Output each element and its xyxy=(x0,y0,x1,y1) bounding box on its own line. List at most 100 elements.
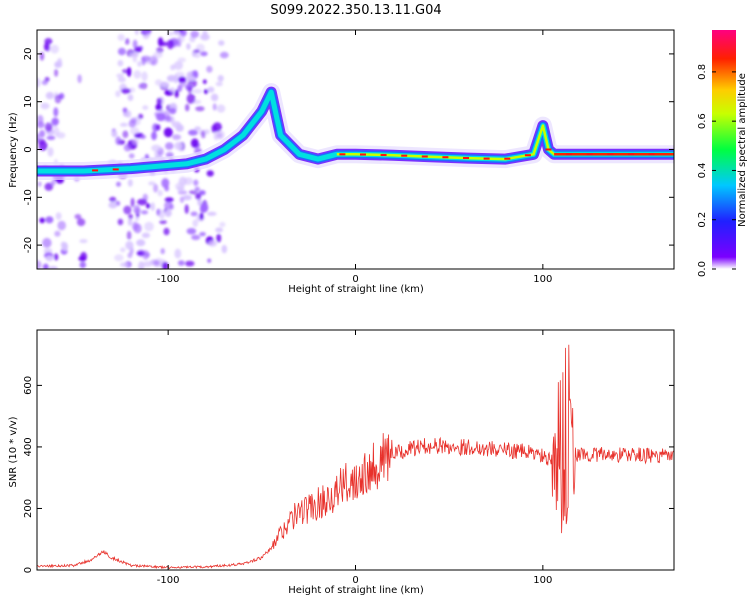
noise-dot xyxy=(139,134,146,139)
snr-series-line xyxy=(37,344,674,570)
colorbar-tick-label: 0.4 xyxy=(697,162,708,178)
noise-dot xyxy=(47,147,54,157)
noise-dot xyxy=(51,117,59,126)
noise-dot xyxy=(111,130,118,138)
snr-xlabel: Height of straight line (km) xyxy=(288,585,424,596)
colorbar-tick-label: 0.0 xyxy=(697,261,708,277)
noise-dot xyxy=(153,183,159,193)
noise-dot xyxy=(192,219,199,228)
noise-dot xyxy=(219,221,226,228)
noise-dot xyxy=(142,105,149,110)
noise-dot xyxy=(174,89,179,98)
noise-dot xyxy=(192,88,203,94)
snr-panel: -100 0 100 0 200 400 600 Height of straight li… xyxy=(8,329,675,596)
noise-dot xyxy=(125,38,130,45)
noise-dot xyxy=(45,91,54,100)
noise-dot xyxy=(187,76,196,81)
noise-dot xyxy=(136,239,146,247)
noise-dot xyxy=(194,126,201,131)
y-tick-label: 400 xyxy=(23,437,34,456)
noise-dot xyxy=(186,93,196,104)
noise-dot xyxy=(200,202,209,213)
noise-dot xyxy=(183,177,193,186)
noise-dot xyxy=(173,61,183,70)
noise-dot xyxy=(163,227,170,236)
noise-dot xyxy=(37,181,42,187)
noise-dot xyxy=(177,190,188,195)
noise-dot xyxy=(132,221,139,231)
noise-dot xyxy=(134,30,139,35)
noise-dot xyxy=(164,201,173,211)
noise-dot xyxy=(161,178,170,188)
colorbar-tick-label: 0.6 xyxy=(697,113,708,129)
noise-dot xyxy=(215,130,225,140)
noise-dot xyxy=(142,261,153,267)
noise-dot xyxy=(141,71,148,82)
noise-dot xyxy=(108,202,118,209)
noise-dot xyxy=(140,210,149,215)
noise-dot xyxy=(54,230,61,237)
noise-dot xyxy=(43,248,53,254)
y-tick-label: 0 xyxy=(23,146,34,152)
noise-dot xyxy=(184,260,195,267)
noise-dot xyxy=(207,258,212,263)
noise-dot xyxy=(122,130,129,139)
noise-dot xyxy=(207,86,215,93)
spectrogram-xlabel: Height of straight line (km) xyxy=(288,284,424,295)
noise-dot xyxy=(137,198,148,206)
colorbar: 0.0 0.2 0.4 0.6 0.8 Normalized spectral ampl… xyxy=(697,30,748,277)
noise-dot xyxy=(45,216,54,224)
noise-dot xyxy=(165,142,174,150)
noise-dot xyxy=(178,141,183,152)
noise-dot xyxy=(76,218,86,227)
noise-dot xyxy=(200,33,210,41)
noise-dot xyxy=(138,83,144,89)
noise-dot xyxy=(41,80,48,86)
x-tick-label: 100 xyxy=(533,274,552,285)
noise-dot xyxy=(198,190,206,196)
noise-dot xyxy=(160,248,165,255)
noise-dot xyxy=(117,218,124,226)
noise-dot xyxy=(39,217,46,224)
noise-dot xyxy=(121,88,131,94)
noise-dot xyxy=(144,221,154,232)
noise-dot xyxy=(74,214,82,220)
noise-dot xyxy=(132,39,138,49)
noise-dot xyxy=(210,93,219,102)
noise-dot xyxy=(202,30,208,37)
x-tick-label: 100 xyxy=(533,575,552,586)
y-tick-label: -20 xyxy=(23,237,34,253)
noise-dot xyxy=(199,212,204,220)
noise-dot xyxy=(43,42,50,51)
noise-dot xyxy=(177,34,185,43)
noise-dot xyxy=(177,84,183,92)
colorbar-gradient xyxy=(712,30,736,269)
noise-dot xyxy=(54,68,59,77)
noise-dot xyxy=(50,179,56,186)
noise-dot xyxy=(185,103,190,112)
noise-dot xyxy=(130,127,140,135)
noise-dot xyxy=(155,103,163,111)
noise-dot xyxy=(137,61,142,67)
noise-dot xyxy=(80,251,87,262)
noise-dot xyxy=(164,197,174,203)
noise-dot xyxy=(132,53,138,63)
noise-dot xyxy=(138,113,144,120)
noise-dot xyxy=(60,241,66,248)
noise-dot xyxy=(193,179,199,186)
noise-dot xyxy=(117,47,126,56)
noise-dot xyxy=(174,248,182,259)
noise-dot xyxy=(39,130,46,138)
noise-dot xyxy=(119,262,130,268)
noise-dot xyxy=(159,220,167,225)
colorbar-ticks: 0.0 0.2 0.4 0.6 0.8 xyxy=(697,64,736,277)
noise-dot xyxy=(55,61,63,68)
x-tick-label: -100 xyxy=(157,274,180,285)
noise-dot xyxy=(158,209,165,220)
noise-dot xyxy=(190,30,199,38)
noise-dot xyxy=(127,218,133,226)
noise-dot xyxy=(125,110,132,118)
y-tick-label: 200 xyxy=(23,499,34,518)
noise-dot xyxy=(186,228,197,235)
noise-dot xyxy=(77,74,82,84)
